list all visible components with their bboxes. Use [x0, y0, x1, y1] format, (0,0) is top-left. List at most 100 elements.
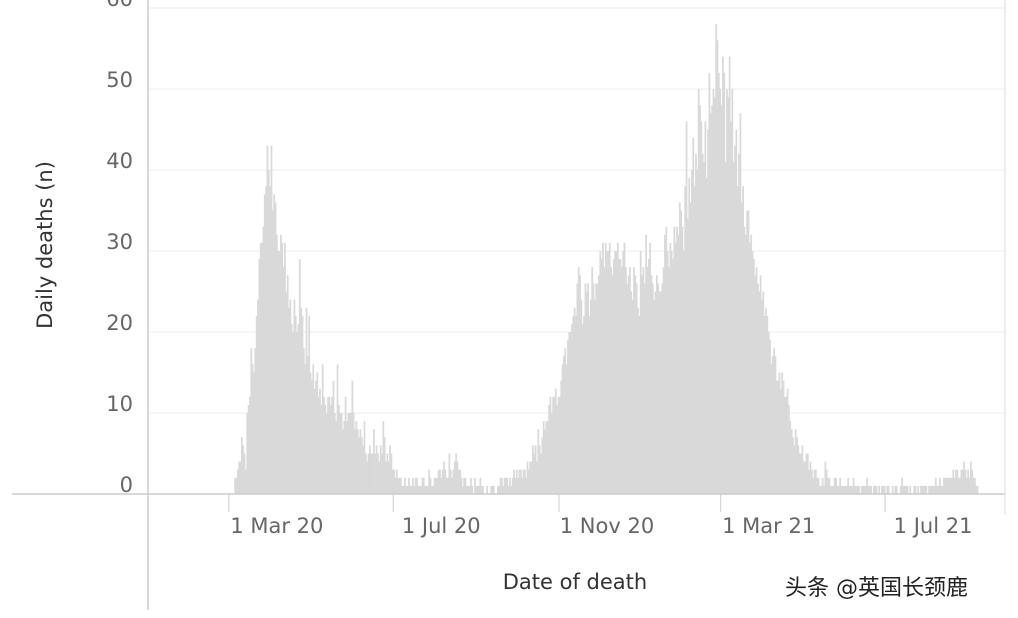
bar	[243, 453, 246, 494]
bar	[804, 461, 806, 494]
bar	[564, 348, 567, 494]
bar	[339, 413, 342, 494]
bar	[426, 485, 429, 494]
bar	[433, 477, 436, 494]
bar	[463, 477, 466, 494]
bar	[829, 485, 832, 494]
bar	[580, 299, 583, 494]
bar	[443, 461, 445, 494]
bar	[302, 348, 305, 494]
x-tick-label: 1 Jul 20	[402, 514, 481, 538]
bar	[577, 267, 580, 494]
bar	[765, 307, 767, 494]
bar	[449, 469, 452, 494]
bar	[261, 242, 263, 494]
bar	[920, 485, 922, 494]
bar	[389, 445, 391, 494]
bar	[828, 477, 831, 494]
bar	[599, 251, 602, 494]
bar	[947, 477, 949, 494]
bar	[292, 332, 294, 494]
bar	[662, 267, 665, 494]
bar	[468, 485, 471, 494]
bar	[735, 129, 738, 494]
bar	[503, 477, 506, 494]
bar	[742, 186, 744, 494]
axes	[12, 0, 1006, 610]
bar	[305, 307, 308, 494]
bar	[867, 485, 870, 494]
bar	[825, 469, 828, 494]
bar	[616, 242, 619, 494]
bar	[774, 356, 777, 494]
bar	[552, 396, 554, 494]
bar	[886, 485, 889, 494]
bar	[549, 396, 552, 494]
bar	[430, 485, 433, 494]
bar	[358, 437, 360, 494]
bar	[782, 380, 785, 494]
bar	[758, 291, 761, 494]
bar	[750, 234, 753, 495]
bar	[402, 485, 405, 494]
bar	[474, 477, 476, 494]
bar	[612, 259, 615, 494]
bar	[591, 267, 594, 494]
bar	[360, 437, 363, 494]
bar	[744, 234, 747, 495]
bar	[666, 251, 669, 494]
bar	[457, 469, 460, 494]
bar	[398, 477, 401, 494]
bar	[727, 97, 730, 494]
bar	[959, 477, 961, 494]
bar	[544, 429, 546, 494]
bar	[596, 283, 599, 494]
bar	[656, 275, 658, 494]
x-tick-label: 1 Jul 21	[894, 514, 973, 538]
bar	[914, 485, 917, 494]
bar	[848, 485, 851, 494]
bar	[475, 485, 478, 494]
bar	[864, 485, 867, 494]
bar	[603, 267, 606, 494]
bar	[836, 485, 839, 494]
bar	[649, 242, 652, 494]
bar	[688, 178, 691, 494]
bar	[385, 461, 387, 494]
bar	[247, 404, 250, 494]
bar	[533, 453, 536, 494]
bar	[367, 453, 370, 494]
bar	[451, 477, 453, 494]
bar	[630, 291, 633, 494]
bar	[805, 453, 808, 494]
bar	[234, 477, 236, 494]
bar	[833, 477, 836, 494]
bar	[917, 485, 920, 494]
bar	[253, 372, 255, 494]
bar	[350, 413, 352, 494]
bar	[507, 485, 510, 494]
bar	[964, 469, 967, 494]
bar	[514, 477, 517, 494]
bar	[952, 469, 955, 494]
bar	[924, 485, 926, 494]
bar	[816, 477, 819, 494]
bar	[282, 267, 285, 494]
bar	[312, 364, 315, 494]
bar	[251, 364, 254, 494]
bars	[234, 24, 979, 495]
bar	[476, 485, 479, 494]
bar	[641, 275, 643, 494]
bar	[323, 396, 325, 494]
bar	[717, 72, 720, 495]
bar	[700, 121, 703, 495]
bar	[414, 477, 417, 494]
bar	[901, 477, 903, 494]
bar	[397, 477, 400, 494]
bar	[967, 469, 970, 494]
bar	[368, 445, 371, 494]
bar	[708, 72, 711, 495]
bar	[948, 477, 951, 494]
bar	[734, 145, 736, 494]
bar	[821, 477, 824, 494]
